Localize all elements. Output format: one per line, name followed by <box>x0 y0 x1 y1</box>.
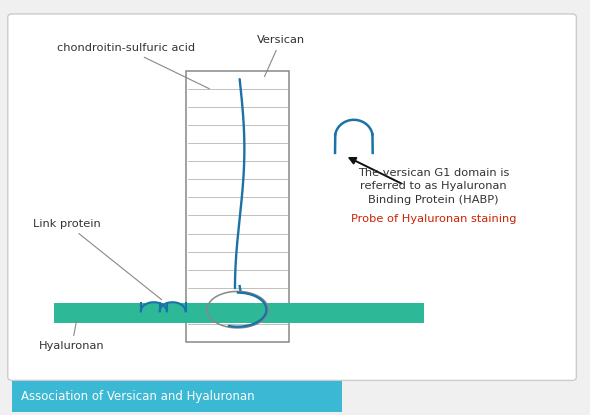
Text: Link protein: Link protein <box>33 219 162 300</box>
Text: Versican: Versican <box>257 35 305 77</box>
Text: Hyaluronan: Hyaluronan <box>39 320 104 351</box>
Text: chondroitin-sulfuric acid: chondroitin-sulfuric acid <box>57 43 209 89</box>
FancyBboxPatch shape <box>8 14 576 381</box>
Bar <box>54 303 424 323</box>
Bar <box>12 381 342 412</box>
Text: The versican G1 domain is
referred to as Hyaluronan
Binding Protein (HABP): The versican G1 domain is referred to as… <box>358 168 509 205</box>
Text: Probe of Hyaluronan staining: Probe of Hyaluronan staining <box>350 214 516 224</box>
Bar <box>186 71 289 342</box>
Text: Association of Versican and Hyaluronan: Association of Versican and Hyaluronan <box>21 391 255 403</box>
